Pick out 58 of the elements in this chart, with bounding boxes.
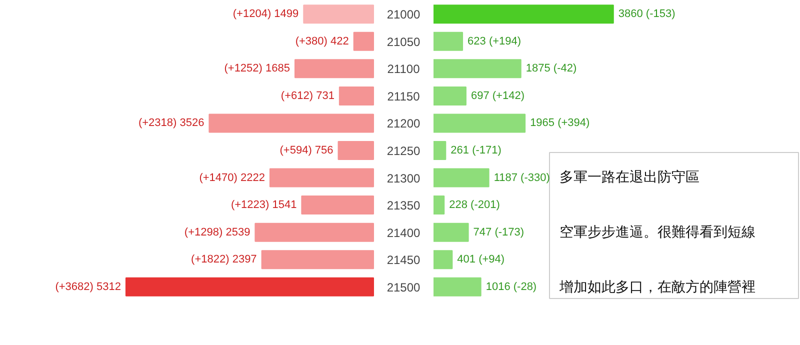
data-label: 623 (+194): [468, 35, 522, 48]
bar: [208, 114, 374, 133]
y-tick-label: 21400: [386, 226, 421, 240]
bar: [254, 222, 374, 242]
y-tick-label: 21100: [387, 62, 420, 76]
bar: [294, 59, 374, 78]
bar: [434, 59, 522, 78]
data-label: 401 (+94): [457, 254, 505, 266]
data-label: (+1204) 1499: [232, 8, 299, 20]
data-label: (+594) 756: [280, 144, 334, 156]
data-label: (+1252) 1685: [224, 62, 290, 75]
bar: [434, 168, 490, 188]
data-label: (+3682) 5312: [55, 280, 121, 293]
data-label: (+1822) 2397: [191, 254, 257, 266]
bar: [434, 222, 469, 242]
bar: [353, 32, 374, 51]
bar: [338, 86, 374, 106]
data-label: 1016 (-28): [486, 280, 537, 293]
bar: [434, 114, 526, 133]
data-label: 1875 (-42): [526, 62, 577, 75]
y-tick-label: 21500: [386, 280, 421, 294]
data-label: 747 (-173): [473, 226, 524, 238]
bar: [301, 196, 374, 215]
bar: [261, 250, 374, 270]
annotation: 多軍一路在退出防守區: [560, 170, 700, 186]
bar: [434, 4, 614, 24]
data-label: (+1223) 1541: [230, 199, 297, 212]
data-label: 228 (-201): [449, 199, 500, 212]
bar: [338, 141, 374, 160]
annotation: 增加如此多口，在敵方的陣營裡: [558, 280, 756, 296]
bar: [434, 196, 445, 215]
bar: [269, 168, 374, 188]
bar: [303, 4, 374, 24]
y-tick-label: 21300: [386, 171, 421, 186]
y-tick-label: 21000: [386, 8, 421, 22]
y-tick-label: 21350: [386, 198, 421, 213]
y-tick-label: 21200: [386, 116, 421, 131]
data-label: 1187 (-330): [494, 172, 550, 184]
y-tick-label: 21250: [386, 144, 421, 158]
bar: [434, 86, 466, 106]
y-tick-label: 21150: [387, 89, 420, 104]
data-label: (+1298) 2539: [184, 226, 250, 238]
data-label: (+612) 731: [280, 90, 334, 102]
data-label: 261 (-171): [450, 144, 502, 156]
bar: [434, 250, 453, 270]
annotation: 空軍步步進逼。很難得看到短線: [560, 224, 756, 240]
bar: [434, 277, 482, 296]
data-label: (+2318) 3526: [138, 117, 204, 130]
data-label: (+380) 422: [295, 35, 349, 48]
data-label: 1965 (+394): [530, 117, 590, 130]
data-label: 697 (+142): [470, 90, 524, 102]
bar: [125, 277, 374, 296]
y-tick-label: 21050: [386, 34, 421, 49]
bar: [434, 141, 446, 160]
data-label: (+1470) 2222: [199, 172, 265, 184]
y-tick-label: 21450: [386, 253, 421, 268]
data-label: 3860 (-153): [618, 8, 676, 20]
bar: [434, 32, 464, 51]
